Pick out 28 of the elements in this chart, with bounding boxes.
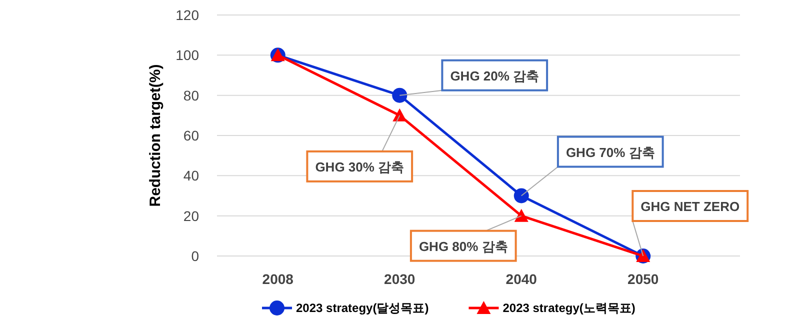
annotation: GHG 30% 감축 bbox=[306, 114, 414, 182]
y-tick-label: 60 bbox=[183, 128, 200, 144]
annotation: GHG 20% 감축 bbox=[450, 68, 540, 84]
x-tick-label: 2030 bbox=[384, 271, 416, 287]
point bbox=[514, 208, 528, 222]
legend-label: 2023 strategy(달성목표) bbox=[296, 301, 429, 315]
point bbox=[514, 188, 529, 204]
y-axis-title: Reduction target(%) bbox=[147, 64, 164, 207]
point bbox=[392, 88, 408, 103]
x-tick-label: 2050 bbox=[628, 271, 659, 287]
annotation: GHG 80% 감축 bbox=[418, 238, 508, 254]
point bbox=[392, 108, 407, 122]
y-tick-label: 80 bbox=[183, 87, 200, 104]
annotation: GHG NET ZERO bbox=[640, 199, 740, 214]
annotation: GHG 30% 감축 bbox=[315, 159, 404, 174]
legend-label: 2023 strategy(노력목표) bbox=[502, 301, 636, 315]
y-tick-label: 40 bbox=[183, 168, 200, 184]
annotation: GHG 20% 감축 bbox=[399, 59, 548, 96]
y-tick-label: 0 bbox=[191, 248, 200, 264]
y-tick-label: 20 bbox=[183, 208, 200, 224]
annotation: GHG NET ZERO bbox=[632, 190, 749, 256]
annotation: GHG 80% 감축 bbox=[410, 215, 522, 262]
annotation: GHG 70% 감축 bbox=[566, 144, 655, 160]
annotation: GHG 70% 감축 bbox=[520, 136, 664, 196]
y-tick-label: 100 bbox=[176, 47, 200, 64]
y-tick-label: 120 bbox=[176, 7, 200, 23]
x-tick-label: 2040 bbox=[506, 271, 538, 287]
x-tick-label: 2008 bbox=[262, 271, 294, 287]
